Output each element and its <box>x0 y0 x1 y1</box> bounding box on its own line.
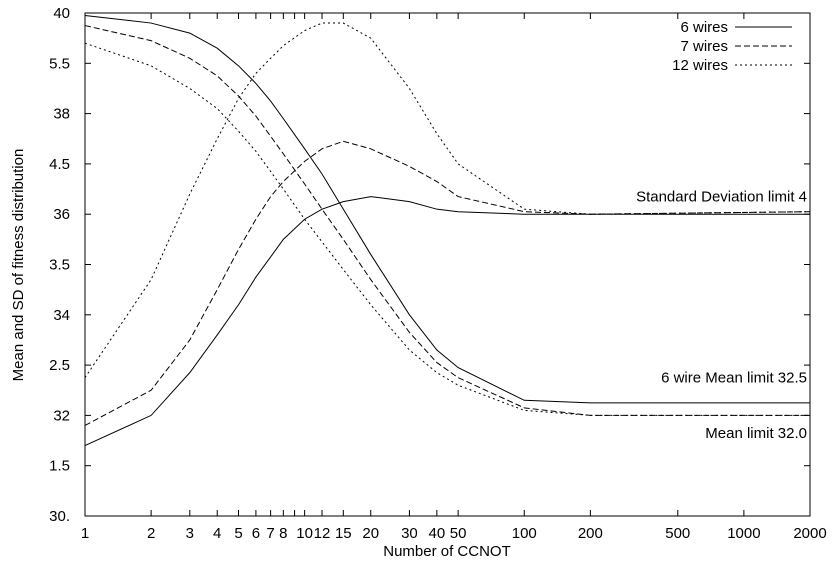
annotation-label: Mean limit 32.0 <box>705 425 807 442</box>
x-tick-label: 10 <box>296 525 313 542</box>
x-tick-label: 50 <box>450 525 467 542</box>
x-tick-label: 6 <box>252 525 260 542</box>
x-tick-labels: 1 2 3 4 5 6 7 8 10 12 15 20 30 40 50 100 200 500 1000 2000 <box>81 525 827 542</box>
x-tick-label: 12 <box>314 525 331 542</box>
plot-frame <box>84 12 811 517</box>
series-lines <box>84 15 811 447</box>
y-tick-labels: 30. 1.5 32 2.5 34 3.5 36 4.5 38 5.5 40 <box>49 5 70 525</box>
annotations: Standard Deviation limit 4 6 wire Mean li… <box>636 189 807 442</box>
legend-label: 12 wires <box>672 57 728 74</box>
legend-label: 7 wires <box>680 38 728 55</box>
y-tick-label: 36 <box>53 206 70 223</box>
x-tick-label: 1 <box>81 525 89 542</box>
series-line-mean <box>84 15 810 404</box>
x-tick-label: 100 <box>512 525 537 542</box>
series-line-mean <box>84 42 810 416</box>
tick-marks <box>84 12 811 517</box>
y-tick-label: 40 <box>53 5 70 22</box>
x-tick-label: 4 <box>213 525 221 542</box>
y-tick-label: 4.5 <box>49 156 70 173</box>
x-tick-label: 7 <box>266 525 274 542</box>
legend-label: 6 wires <box>680 19 728 36</box>
x-tick-label: 20 <box>362 525 379 542</box>
legend: 6 wires 7 wires 12 wires <box>672 19 792 74</box>
y-axis-title: Mean and SD of fitness distribution <box>10 149 27 382</box>
x-tick-label: 500 <box>665 525 690 542</box>
y-tick-label: 2.5 <box>49 357 70 374</box>
y-tick-label: 3.5 <box>49 257 70 274</box>
x-tick-label: 30 <box>401 525 418 542</box>
annotation-label: Standard Deviation limit 4 <box>636 189 807 206</box>
annotation-label: 6 wire Mean limit 32.5 <box>661 370 807 387</box>
x-tick-label: 3 <box>186 525 194 542</box>
x-tick-label: 8 <box>279 525 287 542</box>
y-tick-label: 5.5 <box>49 55 70 72</box>
x-tick-label: 5 <box>234 525 242 542</box>
x-tick-label: 15 <box>335 525 352 542</box>
y-tick-label: 1.5 <box>49 458 70 475</box>
x-axis-title: Number of CCNOT <box>383 543 511 560</box>
x-tick-label: 2 <box>147 525 155 542</box>
x-tick-label: 40 <box>429 525 446 542</box>
y-tick-label: 32 <box>53 407 70 424</box>
y-tick-label: 34 <box>53 307 70 324</box>
y-tick-label: 30. <box>49 508 70 525</box>
x-tick-label: 1000 <box>727 525 760 542</box>
x-tick-label: 200 <box>578 525 603 542</box>
series-line-mean <box>84 25 810 416</box>
x-tick-label: 2000 <box>793 525 826 542</box>
series-line-sd <box>84 196 810 447</box>
y-tick-label: 38 <box>53 106 70 123</box>
series-line-sd <box>84 140 811 426</box>
